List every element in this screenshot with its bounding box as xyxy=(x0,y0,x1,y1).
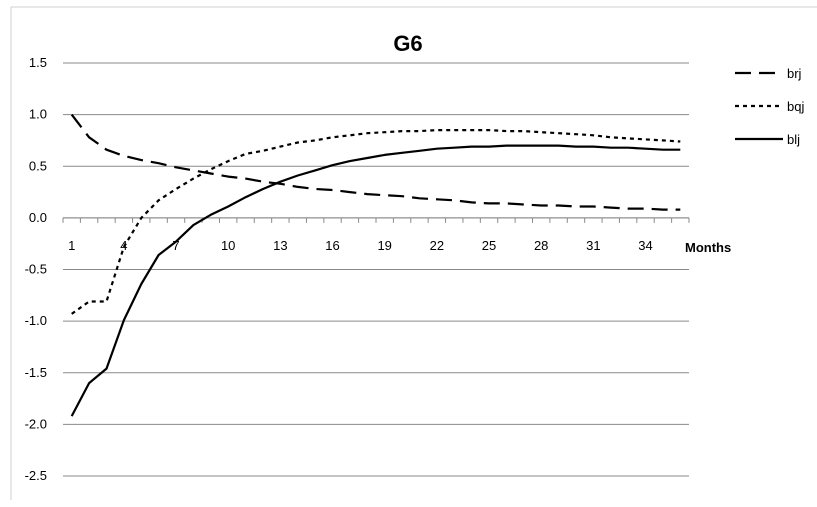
legend-label-brj: brj xyxy=(787,66,802,81)
series-line-blj xyxy=(70,144,681,417)
x-tick-label: 1 xyxy=(68,238,75,253)
y-axis-tick-labels: 1.5 1.0 0.5 0.0 -0.5 -1.0 -1.5 -2.0 -2.5 xyxy=(25,55,47,483)
legend: brj bqj blj xyxy=(735,66,804,147)
x-tick-label: 7 xyxy=(172,238,179,253)
x-axis-title: Months xyxy=(685,240,731,255)
x-tick-label: 34 xyxy=(638,238,652,253)
chart-title: G6 xyxy=(393,31,422,56)
x-tick-label: 28 xyxy=(534,238,548,253)
gridlines xyxy=(63,62,689,477)
y-tick-label: 0.5 xyxy=(29,158,47,173)
legend-label-blj: blj xyxy=(787,132,800,147)
x-tick-label: 19 xyxy=(377,238,391,253)
y-tick-label: -2.5 xyxy=(25,468,47,483)
series-lines xyxy=(70,113,681,417)
x-tick-label: 16 xyxy=(325,238,339,253)
y-tick-label: -1.5 xyxy=(25,365,47,380)
y-tick-label: 1.5 xyxy=(29,55,47,70)
y-tick-label: -1.0 xyxy=(25,313,47,328)
legend-label-bqj: bqj xyxy=(787,99,804,114)
y-tick-label: 0.0 xyxy=(29,210,47,225)
y-tick-label: -2.0 xyxy=(25,416,47,431)
x-tick-label: 13 xyxy=(273,238,287,253)
y-tick-label: 1.0 xyxy=(29,107,47,122)
x-tick-label: 22 xyxy=(430,238,444,253)
y-tick-label: -0.5 xyxy=(25,262,47,277)
x-tick-label: 31 xyxy=(586,238,600,253)
series-line-bqj xyxy=(71,129,681,315)
x-tick-label: 10 xyxy=(221,238,235,253)
x-axis-ticks: 1 4 7 10 13 16 19 22 25 28 31 34 xyxy=(62,217,690,253)
series-line-brj xyxy=(70,113,681,211)
x-tick-label: 25 xyxy=(482,238,496,253)
